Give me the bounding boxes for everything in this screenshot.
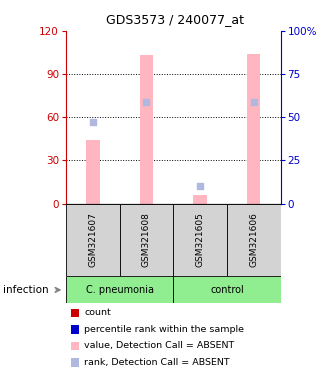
Bar [86,140,100,204]
Text: value, Detection Call = ABSENT: value, Detection Call = ABSENT [84,341,234,351]
Text: control: control [210,285,244,295]
Bar [193,195,207,204]
Bar [66,276,173,303]
Bar [247,54,260,204]
Text: percentile rank within the sample: percentile rank within the sample [84,325,244,334]
Text: GDS3573 / 240077_at: GDS3573 / 240077_at [106,13,244,26]
Bar [227,204,280,276]
Text: C. pneumonia: C. pneumonia [85,285,154,295]
Text: GSM321607: GSM321607 [88,213,97,267]
Text: rank, Detection Call = ABSENT: rank, Detection Call = ABSENT [84,358,230,367]
Text: count: count [84,308,111,318]
Text: GSM321606: GSM321606 [249,213,258,267]
Point [90,119,95,126]
Text: infection: infection [3,285,49,295]
Bar [66,204,120,276]
Bar [173,204,227,276]
Bar [140,55,153,204]
Point [144,98,149,104]
Bar [173,276,280,303]
Point [251,98,256,104]
Text: GSM321608: GSM321608 [142,213,151,267]
Bar [119,204,173,276]
Text: GSM321605: GSM321605 [196,213,205,267]
Point [197,183,203,189]
